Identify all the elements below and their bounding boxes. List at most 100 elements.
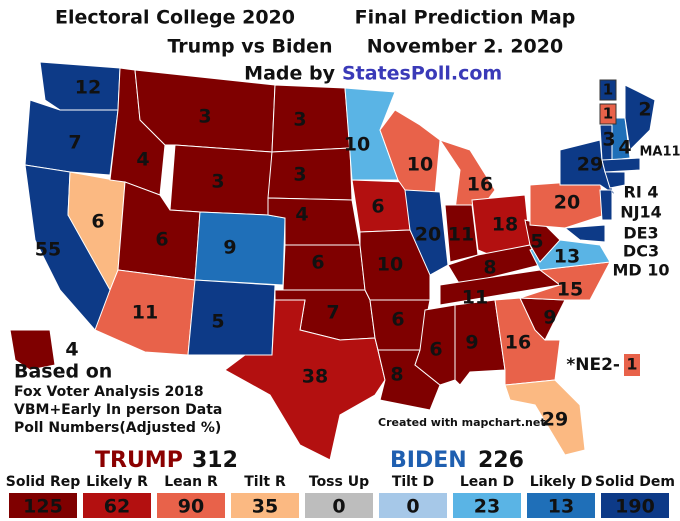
legend-box	[453, 493, 521, 518]
legend-value: 13	[548, 496, 574, 518]
legend-value: 190	[615, 496, 655, 518]
legend-name: Solid Dem	[595, 474, 675, 490]
legend-value: 35	[252, 496, 278, 518]
state-votes: 6	[155, 229, 168, 251]
state	[611, 117, 631, 161]
legend-value: 23	[474, 496, 500, 518]
state	[187, 279, 276, 356]
legend-value: 62	[104, 496, 130, 518]
state-votes: 11	[462, 287, 488, 309]
state-votes: MA11	[639, 145, 680, 160]
state-votes: 15	[557, 279, 583, 301]
legend-box	[601, 493, 669, 518]
legend-box	[9, 493, 77, 518]
legend-value: 90	[178, 496, 204, 518]
site: StatesPoll.com	[342, 63, 502, 85]
legend-name: Lean D	[460, 474, 514, 490]
state-votes: 5	[211, 311, 224, 333]
state-votes: 29	[577, 154, 603, 176]
state-votes: 10	[344, 134, 370, 156]
state-votes: 8	[483, 257, 496, 279]
state	[624, 84, 656, 152]
district-box	[599, 79, 617, 101]
note: Based on	[14, 361, 112, 383]
state	[404, 189, 449, 276]
ne2-value: 1	[626, 355, 637, 374]
legend-name: Likely R	[86, 474, 148, 490]
legend-box	[379, 493, 447, 518]
district-box	[599, 103, 617, 125]
state-votes: 6	[311, 252, 324, 274]
district-votes: 1	[603, 105, 613, 123]
legend-box	[527, 493, 595, 518]
state-votes: 9	[465, 332, 478, 354]
state-votes: RI 4	[624, 183, 659, 202]
title: Final Prediction Map	[355, 7, 576, 29]
state-votes: 6	[91, 211, 104, 233]
state-votes: 3	[293, 109, 306, 131]
state-votes: NJ14	[620, 203, 662, 222]
state-votes: 7	[68, 132, 81, 154]
state-votes: 2	[638, 99, 651, 121]
credit: Created with mapchart.net	[378, 416, 546, 429]
state-votes: 9	[543, 307, 556, 329]
ne2-box	[624, 354, 640, 376]
legend-name: Solid Rep	[6, 474, 81, 490]
legend-box	[157, 493, 225, 518]
state	[194, 211, 286, 286]
state-votes: 29	[542, 409, 568, 431]
title: Electoral College 2020	[55, 7, 295, 29]
subtitle: Trump vs Biden	[167, 36, 332, 58]
trump-total: 312	[192, 448, 238, 473]
biden-total: 226	[478, 448, 524, 473]
state-votes: 4	[618, 137, 631, 159]
state	[224, 299, 386, 461]
subtitle: November 2. 2020	[367, 36, 563, 58]
state-votes: 11	[132, 302, 158, 324]
state	[9, 329, 56, 371]
state-votes: MD 10	[612, 261, 669, 280]
note: Fox Voter Analysis 2018	[14, 384, 204, 400]
state	[267, 147, 353, 201]
ne2-label: *NE2-	[566, 355, 620, 375]
state-votes: DE3	[623, 224, 658, 243]
legend-name: Toss Up	[309, 474, 369, 490]
state	[563, 224, 606, 243]
state	[604, 171, 626, 189]
state-votes: 20	[554, 192, 580, 214]
state-votes: 6	[429, 339, 442, 361]
legend-box	[83, 493, 151, 518]
legend-value: 0	[406, 496, 419, 518]
state-votes: 16	[505, 332, 531, 354]
state-votes: 3	[293, 164, 306, 186]
state-votes: 16	[467, 174, 493, 196]
state-votes: 5	[530, 231, 543, 253]
state-votes: 4	[295, 204, 308, 226]
state-votes: 3	[602, 129, 615, 151]
state-votes: 10	[407, 154, 433, 176]
state-votes: 10	[377, 254, 403, 276]
state-votes: 12	[75, 77, 101, 99]
state-votes: 8	[390, 364, 403, 386]
legend-name: Lean R	[164, 474, 218, 490]
legend-box	[305, 493, 373, 518]
legend-name: Tilt D	[392, 474, 434, 490]
legend-name: Tilt R	[244, 474, 286, 490]
state-votes: 18	[492, 214, 518, 236]
state-votes: 4	[65, 339, 78, 361]
state-votes: 4	[136, 149, 149, 171]
legend-value: 0	[332, 496, 345, 518]
state-votes: 13	[554, 246, 580, 268]
biden-label: BIDEN	[390, 448, 467, 473]
made-by: Made by	[244, 63, 335, 85]
note: VBM+Early In person Data	[14, 402, 222, 418]
legend-name: Likely D	[530, 474, 593, 490]
state	[599, 189, 613, 221]
note: Poll Numbers(Adjusted %)	[14, 420, 221, 436]
state-votes: 3	[198, 106, 211, 128]
state-votes: 3	[211, 171, 224, 193]
state-votes: 55	[35, 239, 61, 261]
state	[504, 379, 586, 456]
state-votes: 20	[415, 224, 441, 246]
